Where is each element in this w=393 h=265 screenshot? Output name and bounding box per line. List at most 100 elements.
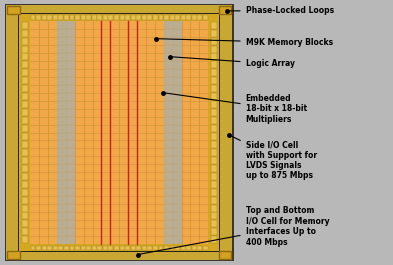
Bar (198, 15, 202, 20)
Bar (173, 21, 182, 244)
Bar (211, 141, 217, 148)
Bar (211, 173, 217, 180)
Bar (22, 236, 28, 243)
Bar (75, 15, 80, 20)
Bar (119, 15, 125, 20)
Bar (59, 245, 63, 250)
Bar (22, 228, 28, 235)
Bar (47, 15, 52, 20)
Bar (22, 220, 28, 227)
Bar (211, 125, 217, 132)
Bar (22, 213, 28, 219)
Bar (81, 15, 86, 20)
Bar (22, 93, 28, 100)
Bar (211, 109, 217, 116)
Bar (22, 157, 28, 164)
Bar (131, 15, 136, 20)
Bar (211, 181, 217, 188)
Bar (18, 13, 220, 252)
Bar (211, 22, 217, 29)
Bar (164, 15, 169, 20)
Bar (108, 245, 113, 250)
Text: Phase-Locked Loops: Phase-Locked Loops (230, 6, 334, 15)
Bar (22, 173, 28, 180)
Bar (211, 61, 217, 68)
Bar (211, 38, 217, 45)
Bar (211, 205, 217, 211)
Bar (31, 15, 35, 20)
Bar (22, 101, 28, 108)
Bar (108, 15, 113, 20)
Bar (7, 6, 20, 14)
Bar (211, 157, 217, 164)
Bar (211, 93, 217, 100)
Bar (170, 15, 174, 20)
Bar (22, 85, 28, 92)
Bar (7, 251, 20, 259)
Bar (211, 69, 217, 76)
Bar (203, 15, 208, 20)
Bar (22, 30, 28, 37)
Bar (211, 228, 217, 235)
Bar (136, 15, 141, 20)
Bar (211, 149, 217, 156)
Bar (203, 245, 208, 250)
Text: Embedded
18-bit x 18-bit
Multipliers: Embedded 18-bit x 18-bit Multipliers (165, 93, 307, 123)
Bar (211, 220, 217, 227)
Text: Logic Array: Logic Array (173, 57, 295, 68)
Bar (22, 133, 28, 140)
Bar (97, 245, 102, 250)
Bar (22, 22, 28, 29)
Bar (70, 15, 74, 20)
Bar (125, 15, 130, 20)
Bar (211, 236, 217, 243)
Bar (81, 245, 86, 250)
Bar (59, 15, 63, 20)
Bar (92, 15, 97, 20)
Bar (153, 15, 158, 20)
Bar (42, 15, 47, 20)
Bar (5, 4, 234, 261)
Bar (36, 15, 41, 20)
Bar (6, 5, 232, 260)
Bar (186, 245, 191, 250)
Bar (22, 141, 28, 148)
Bar (53, 245, 58, 250)
Bar (86, 15, 91, 20)
Bar (42, 245, 47, 250)
Bar (86, 245, 91, 250)
Bar (158, 15, 163, 20)
Bar (131, 245, 136, 250)
Bar (53, 15, 58, 20)
Bar (119, 245, 125, 250)
Bar (22, 61, 28, 68)
Bar (114, 15, 119, 20)
Bar (211, 77, 217, 84)
Bar (211, 213, 217, 219)
Bar (22, 205, 28, 211)
Bar (103, 245, 108, 250)
Bar (175, 245, 180, 250)
Bar (75, 245, 80, 250)
Bar (181, 245, 186, 250)
Bar (22, 117, 28, 124)
Bar (36, 245, 41, 250)
Bar (147, 245, 152, 250)
Bar (92, 245, 97, 250)
Bar (22, 38, 28, 45)
Bar (164, 245, 169, 250)
Bar (47, 245, 52, 250)
Bar (192, 15, 197, 20)
Bar (153, 245, 158, 250)
Bar (22, 77, 28, 84)
Bar (219, 6, 231, 14)
Bar (136, 245, 141, 250)
Bar (22, 46, 28, 52)
Bar (22, 197, 28, 204)
Bar (211, 197, 217, 204)
Bar (198, 245, 202, 250)
Text: M9K Memory Blocks: M9K Memory Blocks (159, 38, 333, 47)
Text: Side I/O Cell
with Support for
LVDS Signals
up to 875 Mbps: Side I/O Cell with Support for LVDS Sign… (232, 136, 317, 180)
Bar (103, 15, 108, 20)
Bar (22, 69, 28, 76)
